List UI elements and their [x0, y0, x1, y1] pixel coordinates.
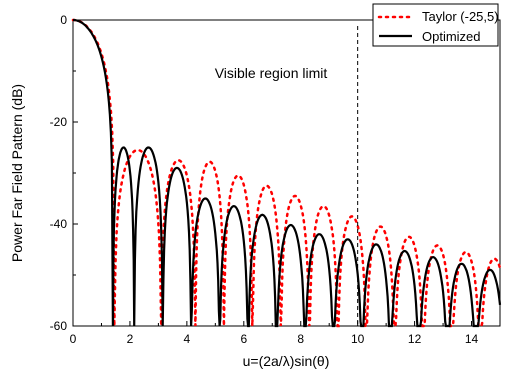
y-tick-label: -20 — [50, 115, 68, 129]
visible-region-limit-label: Visible region limit — [215, 65, 328, 81]
x-axis-title: u=(2a/λ)sin(θ) — [243, 353, 330, 369]
series-optimized-line — [73, 18, 502, 328]
series-lines — [71, 18, 502, 328]
legend-box — [372, 3, 499, 47]
y-axis-title: Power Far Field Pattern (dB) — [9, 84, 25, 262]
y-tick-label: -60 — [50, 319, 68, 333]
x-tick-label: 6 — [240, 332, 247, 346]
x-tick-label: 2 — [127, 332, 134, 346]
x-tick-label: 0 — [70, 332, 77, 346]
x-tick-label: 10 — [351, 332, 365, 346]
legend-label-taylor: Taylor (-25,5) — [422, 9, 499, 24]
x-tick-label: 4 — [184, 332, 191, 346]
x-tick-label: 8 — [297, 332, 304, 346]
x-tick-label: 14 — [465, 332, 479, 346]
y-tick-label: 0 — [60, 13, 67, 27]
legend: Taylor (-25,5) Optimized — [372, 3, 499, 47]
x-tick-label: 12 — [408, 332, 422, 346]
series-taylor-line — [71, 18, 502, 328]
legend-label-optimized: Optimized — [422, 29, 481, 44]
y-tick-label: -40 — [50, 217, 68, 231]
axis-ticks: 0 2 4 6 8 10 12 14 0 -20 -40 -60 — [50, 13, 479, 346]
